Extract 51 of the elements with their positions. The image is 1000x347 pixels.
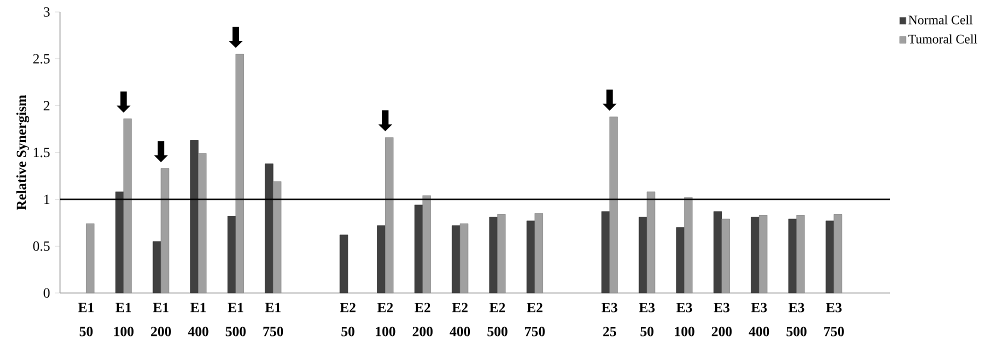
x-tick-label: E2 200	[412, 302, 433, 336]
x-tick-label: E2 100	[376, 302, 396, 336]
bar	[228, 216, 236, 294]
x-tick-label: E2 500	[488, 302, 508, 336]
x-tick-label: E3 100	[675, 302, 694, 336]
y-tick-label: 2.5	[33, 54, 50, 64]
x-tick-label: E3 25	[602, 302, 618, 336]
annotation: ⬇	[154, 141, 168, 162]
x-tick-label: E2 750	[525, 302, 545, 336]
x-tick-label: E1 100	[114, 302, 134, 336]
annotation: ⬇	[116, 91, 131, 113]
bar	[714, 211, 722, 294]
y-tick-label: 1.5	[34, 148, 50, 158]
x-tick-label: E2 400	[450, 302, 470, 336]
bar	[526, 220, 536, 294]
x-tick-label: E3 750	[824, 302, 844, 336]
legend-label: Tumoral Cell	[908, 34, 978, 44]
bar	[601, 211, 610, 294]
x-tick-label: E1 500	[226, 302, 246, 336]
x-tick-label: E3 200	[712, 302, 732, 336]
bar	[452, 225, 460, 294]
bar	[414, 204, 423, 294]
legend-label: Normal Cell	[908, 15, 973, 24]
bar	[750, 216, 760, 294]
y-tick-label: 3	[44, 7, 50, 17]
bar	[152, 241, 162, 294]
y-tick-label: 2	[44, 101, 50, 110]
x-tick-label: E3 50	[639, 302, 655, 336]
y-tick-label: 1	[44, 194, 50, 204]
bar	[638, 216, 648, 294]
bar	[340, 234, 348, 294]
y-axis-title: Relative Synergism	[16, 94, 30, 210]
bar	[676, 227, 685, 294]
y-tick-label: 0	[44, 288, 50, 298]
annotation: ⬇	[378, 110, 392, 132]
bar	[489, 216, 498, 294]
bar	[377, 225, 386, 294]
x-tick-label: E3 500	[786, 302, 806, 336]
x-tick-label: E2 50	[340, 302, 356, 336]
bar	[264, 164, 274, 294]
bar	[826, 220, 834, 294]
x-tick-label: E1 200	[151, 302, 171, 336]
bar	[788, 218, 797, 294]
annotation: ⬇	[228, 26, 243, 48]
x-tick-label: E3 400	[748, 302, 770, 336]
x-tick-label: E1 750	[263, 302, 284, 336]
bar	[190, 140, 199, 294]
x-tick-label: E1 50	[78, 302, 94, 336]
annotation: ⬇	[602, 90, 617, 111]
x-tick-label: E1 400	[188, 302, 208, 336]
y-tick-label: 0.5	[33, 241, 50, 251]
